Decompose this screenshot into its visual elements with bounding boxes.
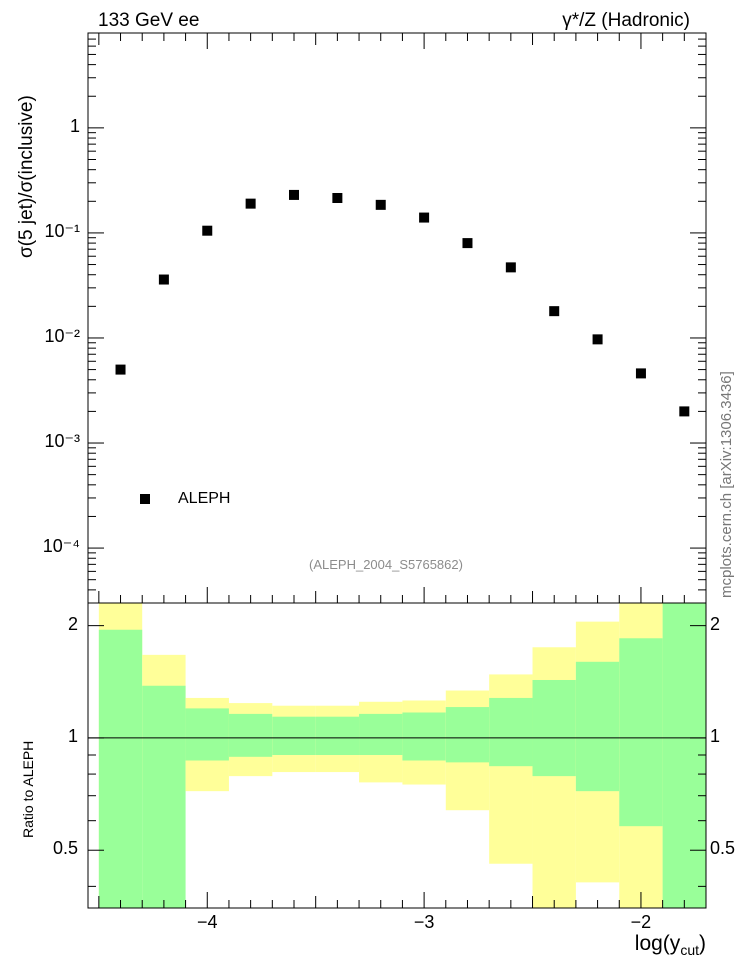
legend-label: ALEPH	[178, 490, 231, 507]
ratio-y-tick-label-right: 0.5	[710, 838, 736, 859]
inner-band-bin	[228, 713, 273, 757]
header-left: 133 GeV ee	[98, 10, 200, 31]
x-tick-label: −4	[196, 912, 218, 932]
ratio-y-tick-label-left: 0.5	[52, 838, 78, 859]
top-panel-border	[87, 32, 707, 604]
ratio-ticks	[88, 625, 707, 908]
inner-band-bin	[489, 697, 533, 767]
panel-frames	[87, 32, 707, 909]
inner-band-bin	[402, 712, 446, 761]
reference-label: (ALEPH_2004_S5765862)	[309, 557, 463, 572]
ratio-bands	[88, 603, 706, 908]
data-point	[202, 225, 213, 236]
ratio-panel-border	[87, 602, 707, 909]
inner-band-bin	[98, 629, 143, 908]
side-label: mcplots.cern.ch [arXiv:1306.3436]	[718, 371, 735, 598]
inner-band-bin	[185, 708, 229, 761]
y-tick-label-main: 10⁻³	[44, 431, 80, 452]
ratio-y-tick-label-right: 2	[710, 613, 721, 634]
ratio-y-tick-label-right: 1	[710, 725, 721, 746]
data-point	[592, 334, 603, 345]
inner-band-bin	[619, 638, 663, 827]
y-axis-label-ratio: Ratio to ALEPH	[20, 740, 36, 838]
x-axis-label: log(ycut)	[635, 932, 706, 958]
data-point	[679, 406, 690, 417]
ratio-y-tick-label-left: 1	[67, 725, 78, 746]
data-point	[635, 368, 646, 379]
ratio-y-tick-label-left: 2	[67, 613, 78, 634]
data-point	[375, 199, 386, 210]
x-tick-label: −3	[413, 912, 435, 932]
data-point	[289, 189, 299, 200]
y-axis-label-main: σ(5 jet)/σ(inclusive)	[16, 95, 37, 258]
data-points	[115, 189, 690, 417]
y-tick-label-main: 10⁻⁴	[42, 536, 80, 557]
data-point	[158, 274, 169, 285]
inner-band-bin	[445, 707, 490, 763]
data-point	[505, 262, 516, 273]
top-panel-ticks	[88, 32, 707, 604]
y-tick-label-main: 1	[69, 115, 80, 136]
data-point	[419, 212, 430, 223]
legend-marker	[140, 494, 150, 504]
data-point	[462, 238, 473, 249]
inner-band-bin	[532, 679, 576, 777]
inner-band-bin	[575, 661, 620, 792]
x-axis-label-sub: cut	[680, 942, 699, 959]
inner-band-bin	[315, 716, 360, 755]
inner-band-bin	[662, 603, 706, 908]
data-point	[245, 198, 256, 209]
data-point	[115, 364, 126, 375]
inner-band-bin	[359, 713, 403, 755]
x-tick-label: −2	[630, 912, 652, 932]
data-point	[332, 192, 343, 203]
header-right: γ*/Z (Hadronic)	[562, 10, 690, 31]
x-axis-label-close: )	[699, 932, 706, 955]
x-axis-label-main: log(y	[634, 932, 681, 955]
inner-band-bin	[142, 685, 186, 908]
data-point	[549, 306, 560, 317]
legend-marker-square	[140, 494, 150, 504]
y-tick-label-main: 10⁻²	[44, 325, 80, 346]
y-tick-label-main: 10⁻¹	[44, 220, 80, 241]
inner-band-bin	[272, 716, 316, 755]
